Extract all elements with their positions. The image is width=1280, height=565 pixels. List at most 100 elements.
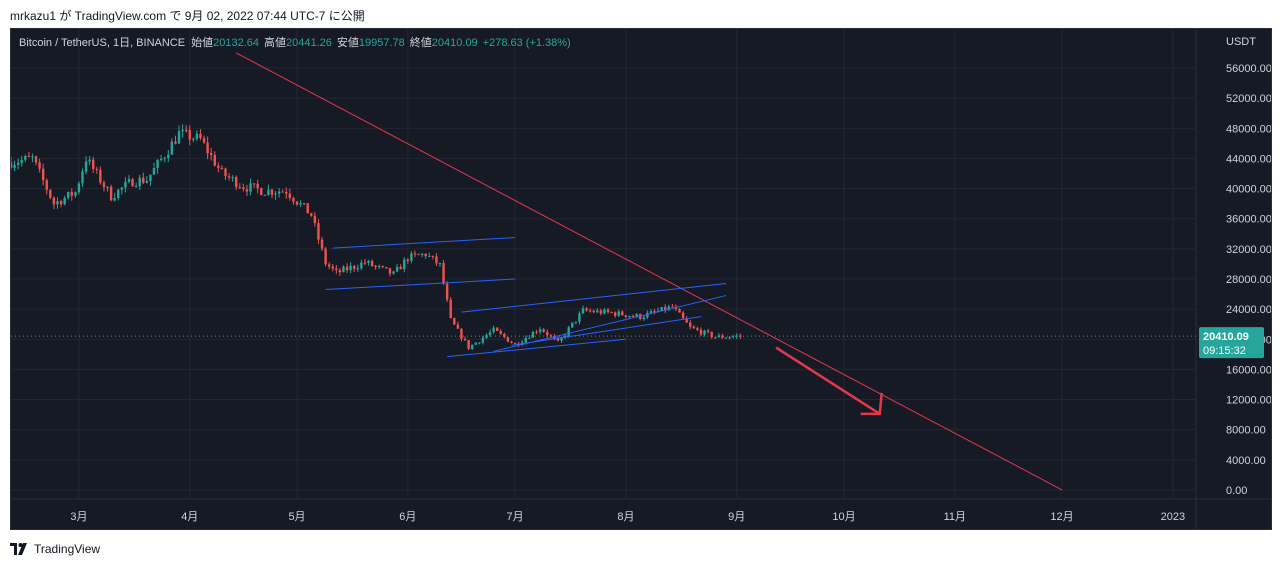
bearish-arrow: [775, 346, 881, 415]
time-tick-label: 4月: [181, 511, 198, 523]
candle-body: [77, 183, 81, 193]
candle-body: [92, 159, 95, 170]
candle-body: [174, 141, 177, 144]
wedge-line-2: [511, 316, 702, 346]
candle-body: [581, 308, 585, 314]
candle-body: [714, 337, 717, 339]
candle-body: [84, 161, 88, 172]
candle-body: [435, 256, 438, 264]
candle-body: [306, 203, 309, 214]
candle-body: [106, 186, 109, 188]
candle-body: [585, 308, 588, 311]
legend-change: +278.63 (+1.38%): [483, 37, 571, 49]
candle-body: [195, 133, 199, 139]
candle-body: [699, 329, 703, 335]
candle-body: [710, 332, 713, 338]
candle-body: [660, 307, 663, 311]
candle-body: [34, 156, 38, 163]
last-price-value: 20410.09: [1203, 331, 1249, 343]
candle-body: [131, 179, 134, 187]
candle-body: [256, 183, 259, 189]
candle-body: [535, 331, 538, 333]
price-axis[interactable]: USDT 56000.00 52000.00 48000.00 44000.00 400…: [1226, 36, 1272, 497]
candle-body: [728, 337, 731, 339]
candle-body: [249, 183, 252, 192]
candle-body: [152, 168, 156, 175]
candle-body: [706, 330, 710, 333]
candle-body: [692, 326, 696, 329]
candle-body: [739, 335, 742, 337]
candle-body: [510, 341, 513, 343]
time-tick-label: 10月: [832, 511, 855, 523]
price-tick-label: 0.00: [1226, 485, 1247, 497]
candle-body: [27, 156, 31, 158]
candle-body: [506, 337, 510, 342]
candle-body: [649, 311, 653, 313]
candle-body: [431, 255, 435, 257]
price-tick-label: 52000.00: [1226, 93, 1271, 105]
candle-body: [59, 201, 63, 205]
candle-body: [556, 338, 560, 341]
candle-body: [274, 193, 277, 195]
candle-body: [335, 268, 338, 271]
candle-body: [403, 259, 406, 270]
candle-body: [642, 317, 645, 319]
candle-body: [428, 255, 431, 257]
candle-body: [124, 181, 127, 188]
candle-body: [503, 333, 506, 338]
candle-body: [571, 322, 574, 328]
candle-body: [689, 322, 692, 327]
candle-body: [199, 133, 202, 139]
candle-body: [399, 266, 402, 270]
candle-body: [631, 316, 635, 318]
candle-body: [528, 337, 531, 339]
candle-body: [417, 254, 420, 256]
candle-body: [324, 248, 327, 265]
candle-body: [20, 159, 23, 163]
time-axis[interactable]: 3月 4月 5月 6月 7月 8月 9月 10月 11月 12月 2023: [70, 511, 1185, 523]
candle-body: [735, 335, 738, 337]
time-tick-label: 7月: [507, 511, 524, 523]
candle-body: [224, 168, 227, 177]
candle-body: [703, 330, 706, 335]
candle-body: [88, 159, 91, 162]
candle-body: [163, 157, 166, 159]
candle-body: [31, 156, 34, 158]
candle-body: [134, 186, 138, 188]
chart-panel[interactable]: Bitcoin / TetherUS, 1日, BINANCE 始値 20132…: [9, 28, 1272, 530]
candle-body: [538, 329, 542, 333]
candle-body: [156, 160, 159, 169]
candle-body: [413, 253, 417, 255]
candles: [9, 124, 742, 351]
candle-body: [192, 138, 195, 140]
candle-body: [467, 340, 470, 350]
candle-body: [420, 253, 424, 255]
time-tick-label: 6月: [399, 511, 416, 523]
candle-body: [38, 162, 41, 169]
published-info: mrkazu1 が TradingView.com で 9月 02, 2022 …: [10, 9, 365, 23]
price-chart[interactable]: Bitcoin / TetherUS, 1日, BINANCE 始値 20132…: [9, 29, 1272, 529]
candle-body: [302, 203, 306, 205]
candle-body: [238, 187, 241, 189]
candle-body: [217, 165, 220, 168]
candle-body: [41, 168, 45, 181]
candle-body: [560, 337, 563, 341]
candle-body: [721, 335, 724, 338]
footer-brand[interactable]: TradingView: [10, 540, 100, 558]
legend-open-value: 20132.64: [213, 37, 259, 49]
candle-body: [474, 342, 477, 345]
candle-body: [267, 189, 270, 195]
candle-body: [52, 197, 56, 205]
price-tick-label: 32000.00: [1226, 244, 1271, 256]
candle-body: [24, 156, 27, 160]
publish-bar: mrkazu1 が TradingView.com で 9月 02, 2022 …: [0, 0, 1280, 28]
candle-body: [327, 264, 331, 267]
candle-body: [202, 138, 206, 143]
candle-body: [81, 171, 84, 184]
candle-body: [456, 324, 460, 329]
candle-body: [206, 142, 209, 154]
candle-body: [395, 266, 399, 272]
last-price-badge: [1199, 327, 1264, 359]
candle-body: [481, 337, 485, 343]
candle-body: [349, 265, 352, 271]
